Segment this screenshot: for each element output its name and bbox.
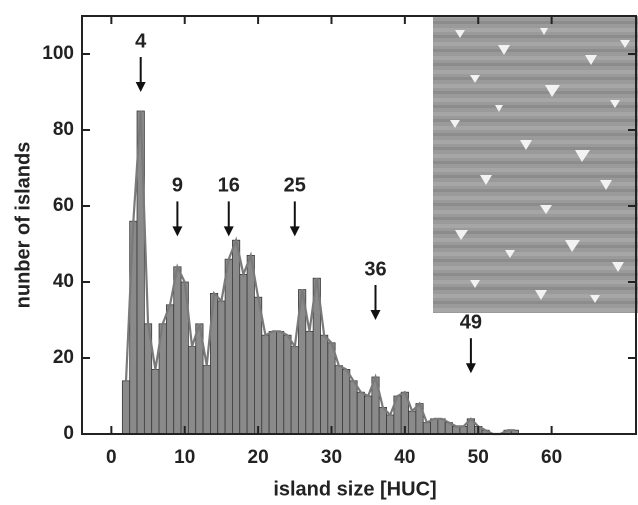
- bar: [261, 334, 270, 435]
- y-axis-title: nunber of islands: [12, 142, 34, 309]
- x-tick-label: 10: [174, 447, 195, 468]
- bar: [459, 425, 468, 435]
- annotation-label: 25: [284, 175, 306, 197]
- bar: [121, 380, 131, 435]
- bar: [408, 410, 417, 435]
- bar: [305, 330, 314, 435]
- y-tick-label: 100: [42, 43, 74, 64]
- bar: [173, 266, 182, 435]
- bar: [334, 365, 343, 435]
- bar: [224, 258, 233, 435]
- annotation-arrowhead: [223, 226, 234, 237]
- x-tick-label: 20: [248, 447, 269, 468]
- bar: [386, 414, 395, 435]
- annotation-label: 49: [460, 311, 482, 333]
- y-tick-label: 60: [53, 195, 74, 216]
- x-axis-title: island size [HUC]: [273, 478, 436, 500]
- bar: [239, 273, 248, 435]
- bar: [276, 330, 285, 435]
- y-tick-label: 40: [53, 271, 74, 292]
- bar: [246, 254, 255, 435]
- bar: [187, 346, 197, 435]
- inset-image: [433, 16, 638, 313]
- y-tick-label: 20: [53, 347, 74, 368]
- bar: [364, 395, 373, 435]
- annotation-arrowhead: [172, 226, 183, 237]
- x-tick-label: 40: [394, 447, 415, 468]
- bar: [342, 368, 351, 435]
- bar: [165, 304, 175, 435]
- bar: [422, 422, 431, 435]
- x-tick-label: 50: [468, 447, 489, 468]
- bar: [268, 330, 277, 435]
- bar: [356, 391, 365, 435]
- bar: [452, 425, 461, 435]
- annotation-arrowhead: [289, 226, 300, 237]
- annotation-label: 16: [218, 175, 240, 197]
- x-tick-label: 0: [106, 447, 117, 468]
- annotation-label: 4: [135, 30, 147, 52]
- bar: [217, 300, 226, 435]
- x-tick-label: 30: [321, 447, 342, 468]
- bar: [290, 346, 299, 435]
- bar: [232, 239, 241, 435]
- plot-frame: [81, 15, 637, 435]
- bar: [320, 334, 329, 435]
- bar: [327, 342, 336, 435]
- y-tick-label: 80: [53, 119, 74, 140]
- trend-line: [124, 110, 515, 436]
- y-tick-label: 0: [63, 423, 74, 444]
- annotation-arrowhead: [135, 82, 146, 92]
- annotation-arrowhead: [370, 310, 381, 320]
- annotation-arrowhead: [465, 363, 476, 374]
- bar: [254, 296, 263, 435]
- bar: [202, 365, 211, 435]
- annotation-label: 9: [172, 175, 183, 197]
- x-tick-label: 60: [541, 447, 562, 468]
- bar: [283, 334, 292, 435]
- annotation-label: 36: [364, 258, 386, 280]
- bar: [349, 380, 358, 435]
- bar: [151, 368, 160, 435]
